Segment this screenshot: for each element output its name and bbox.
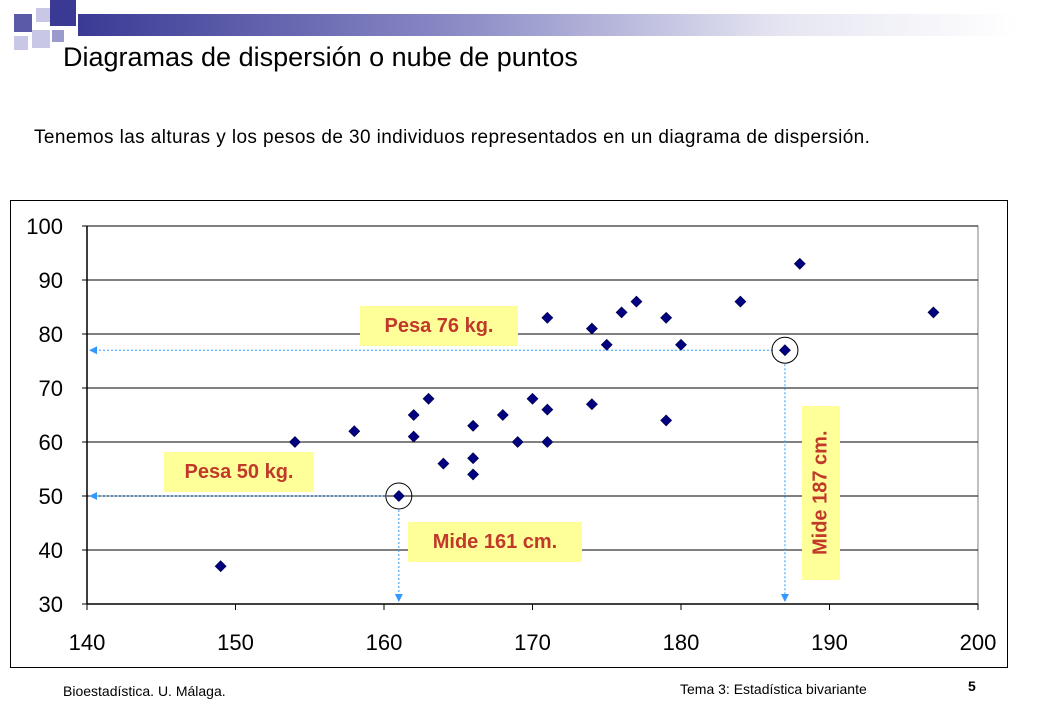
data-point (734, 295, 747, 308)
x-tick-label: 160 (366, 630, 403, 655)
y-tick-label: 90 (39, 268, 63, 293)
data-point (615, 306, 628, 319)
y-tick-label: 30 (39, 592, 63, 617)
y-tick-label: 60 (39, 430, 63, 455)
data-point (927, 306, 940, 319)
highlight-circle (771, 336, 799, 364)
data-point (541, 436, 554, 448)
data-point (288, 436, 301, 448)
footer-institution: Bioestadística. U. Málaga. (63, 683, 226, 699)
data-point (793, 257, 806, 270)
guide-arrow-down (394, 594, 403, 602)
callout-weight-76: Pesa 76 kg. (360, 306, 518, 346)
x-tick-label: 170 (514, 630, 551, 655)
data-point (630, 295, 643, 308)
callout-weight-50: Pesa 50 kg. (164, 452, 314, 492)
x-tick-label: 190 (811, 630, 848, 655)
data-point (541, 403, 554, 416)
title-gradient-bar (78, 14, 1018, 36)
guide-arrow-left (89, 492, 97, 500)
data-point (407, 409, 420, 421)
y-tick-label: 80 (39, 322, 63, 347)
data-point (422, 392, 435, 405)
data-point (675, 338, 687, 351)
chart-frame (10, 200, 1008, 668)
callout-height-161: Mide 161 cm. (408, 522, 582, 562)
data-point (660, 414, 673, 427)
x-tick-label: 180 (663, 630, 700, 655)
x-tick-label: 140 (69, 630, 106, 655)
x-tick-label: 200 (960, 630, 997, 655)
data-point (541, 311, 554, 324)
y-tick-label: 100 (26, 214, 63, 239)
guide-arrow-down (780, 594, 789, 602)
data-point (511, 436, 524, 448)
data-point (496, 409, 509, 421)
data-point (779, 344, 791, 357)
data-point (437, 457, 450, 470)
intro-text: Tenemos las alturas y los pesos de 30 in… (34, 127, 871, 148)
data-point (585, 398, 598, 411)
data-point (392, 490, 405, 502)
data-point (407, 430, 420, 443)
callout-height-187: Mide 187 cm. (802, 406, 840, 580)
highlight-circle (385, 482, 413, 510)
guide-arrow-left (89, 346, 97, 355)
data-point (467, 419, 480, 432)
x-tick-label: 150 (217, 630, 254, 655)
data-point (214, 560, 227, 573)
data-point (585, 322, 598, 335)
data-point (467, 452, 480, 465)
footer-topic: Tema 3: Estadística bivariante (680, 681, 867, 697)
data-point (348, 425, 361, 438)
page-number: 5 (968, 678, 976, 694)
y-tick-label: 70 (39, 376, 63, 401)
data-point (526, 392, 539, 405)
y-tick-label: 40 (39, 538, 63, 563)
data-point (660, 311, 673, 324)
data-point (467, 468, 480, 481)
slide-title: Diagramas de dispersión o nube de puntos (63, 42, 578, 72)
data-point (600, 338, 613, 351)
y-tick-label: 50 (39, 484, 63, 509)
